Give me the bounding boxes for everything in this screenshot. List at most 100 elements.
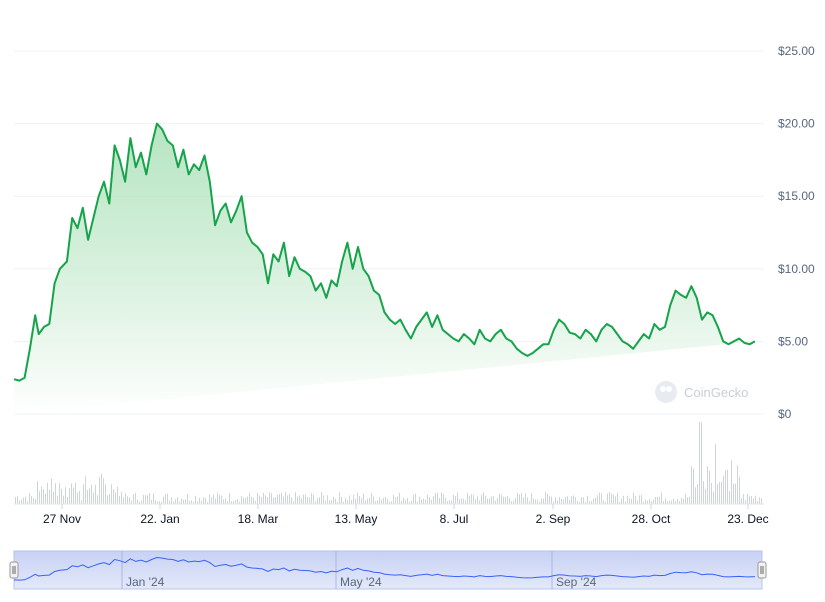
volume-bar <box>71 483 72 504</box>
volume-bar <box>529 501 530 504</box>
y-tick-label: $0 <box>778 407 792 421</box>
volume-bar <box>711 482 712 504</box>
volume-bar <box>329 500 330 504</box>
volume-bar <box>67 496 68 504</box>
volume-bar <box>285 492 286 504</box>
volume-bar <box>155 500 156 504</box>
volume-bar <box>27 501 28 504</box>
volume-bar <box>595 497 596 504</box>
volume-bar <box>377 500 378 504</box>
volume-bar <box>535 499 536 504</box>
volume-bar <box>369 497 370 504</box>
volume-bar <box>55 483 56 504</box>
volume-bar <box>79 490 80 504</box>
volume-bar <box>197 501 198 504</box>
volume-bar <box>721 481 722 504</box>
volume-bar <box>715 444 716 504</box>
volume-bar <box>165 493 166 504</box>
volume-bar <box>673 498 674 504</box>
volume-bar <box>495 500 496 504</box>
volume-bar <box>443 493 444 504</box>
volume-bar <box>425 499 426 504</box>
volume-bar <box>739 476 740 504</box>
volume-bar <box>327 495 328 504</box>
volume-bar <box>485 495 486 504</box>
volume-bar <box>555 497 556 504</box>
volume-bar <box>343 501 344 504</box>
volume-bar <box>439 498 440 504</box>
volume-bar <box>365 500 366 504</box>
volume-bar <box>231 501 232 504</box>
volume-bar <box>57 495 58 504</box>
volume-bar <box>683 498 684 504</box>
volume-bar <box>181 498 182 504</box>
y-tick-label: $25.00 <box>778 44 815 58</box>
volume-bar <box>17 496 18 504</box>
volume-bar <box>585 501 586 504</box>
volume-bar <box>143 494 144 504</box>
navigator-label: Jan '24 <box>126 575 165 589</box>
volume-bar <box>25 496 26 504</box>
volume-bar <box>129 497 130 504</box>
volume-bar <box>387 498 388 504</box>
volume-bar <box>349 495 350 504</box>
volume-bar <box>101 473 102 504</box>
volume-bar <box>481 494 482 504</box>
volume-bar <box>21 499 22 504</box>
volume-bar <box>525 493 526 504</box>
volume-bar <box>73 487 74 504</box>
volume-bar <box>159 501 160 504</box>
volume-bar <box>703 481 704 504</box>
volume-bar <box>265 495 266 504</box>
volume-bar <box>757 501 758 504</box>
volume-bar <box>161 501 162 504</box>
volume-bar <box>367 498 368 504</box>
volume-bar <box>497 498 498 504</box>
volume-bar <box>41 486 42 504</box>
navigator-handle-right[interactable] <box>757 561 767 579</box>
volume-bar <box>103 478 104 504</box>
volume-bar <box>115 492 116 504</box>
volume-bar <box>173 501 174 504</box>
volume-bar <box>39 491 40 504</box>
volume-bar <box>325 500 326 504</box>
volume-bar <box>419 496 420 504</box>
range-navigator[interactable]: Jan '24 May '24 Sep '24 <box>9 550 767 590</box>
volume-bar <box>441 492 442 504</box>
volume-bar <box>609 492 610 504</box>
volume-bar <box>243 497 244 504</box>
volume-bar <box>693 468 694 504</box>
volume-bar <box>541 498 542 504</box>
volume-bar <box>679 500 680 504</box>
volume-bar <box>23 497 24 504</box>
volume-bar <box>149 493 150 504</box>
volume-bar <box>687 497 688 504</box>
volume-bar <box>573 495 574 504</box>
volume-bar <box>333 496 334 504</box>
volume-bar <box>463 498 464 504</box>
volume-bar <box>361 498 362 504</box>
navigator-handle-left[interactable] <box>9 561 19 579</box>
volume-bar <box>335 498 336 504</box>
volume-bar <box>747 494 748 504</box>
volume-bar <box>707 466 708 504</box>
volume-bar <box>517 492 518 504</box>
x-tick-label: 18. Mar <box>238 512 279 526</box>
volume-bar <box>569 499 570 504</box>
volume-bar <box>251 496 252 504</box>
volume-bar <box>591 501 592 504</box>
volume-bar <box>467 492 468 504</box>
volume-bar <box>617 492 618 504</box>
volume-bar <box>423 498 424 504</box>
volume-bar <box>393 494 394 504</box>
volume-bar <box>99 477 100 504</box>
volume-bar <box>323 495 324 504</box>
volume-bar <box>593 498 594 504</box>
volume-bar <box>751 496 752 504</box>
volume-bar <box>237 498 238 504</box>
volume-bar <box>631 499 632 504</box>
volume-bar <box>195 495 196 504</box>
volume-bar <box>135 493 136 504</box>
volume-bar <box>665 498 666 504</box>
volume-bar <box>123 497 124 504</box>
